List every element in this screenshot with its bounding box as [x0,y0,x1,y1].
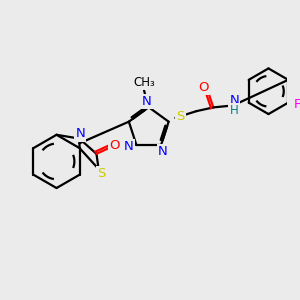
Text: N: N [124,140,134,154]
Text: N: N [230,94,239,107]
Text: N: N [75,127,85,140]
Text: S: S [176,110,184,123]
Text: CH₃: CH₃ [133,76,155,89]
Text: N: N [158,145,168,158]
Text: H: H [230,104,239,117]
Text: N: N [142,95,152,108]
Text: O: O [109,139,120,152]
Text: S: S [97,167,106,180]
Text: F: F [294,98,300,111]
Text: O: O [199,81,209,94]
